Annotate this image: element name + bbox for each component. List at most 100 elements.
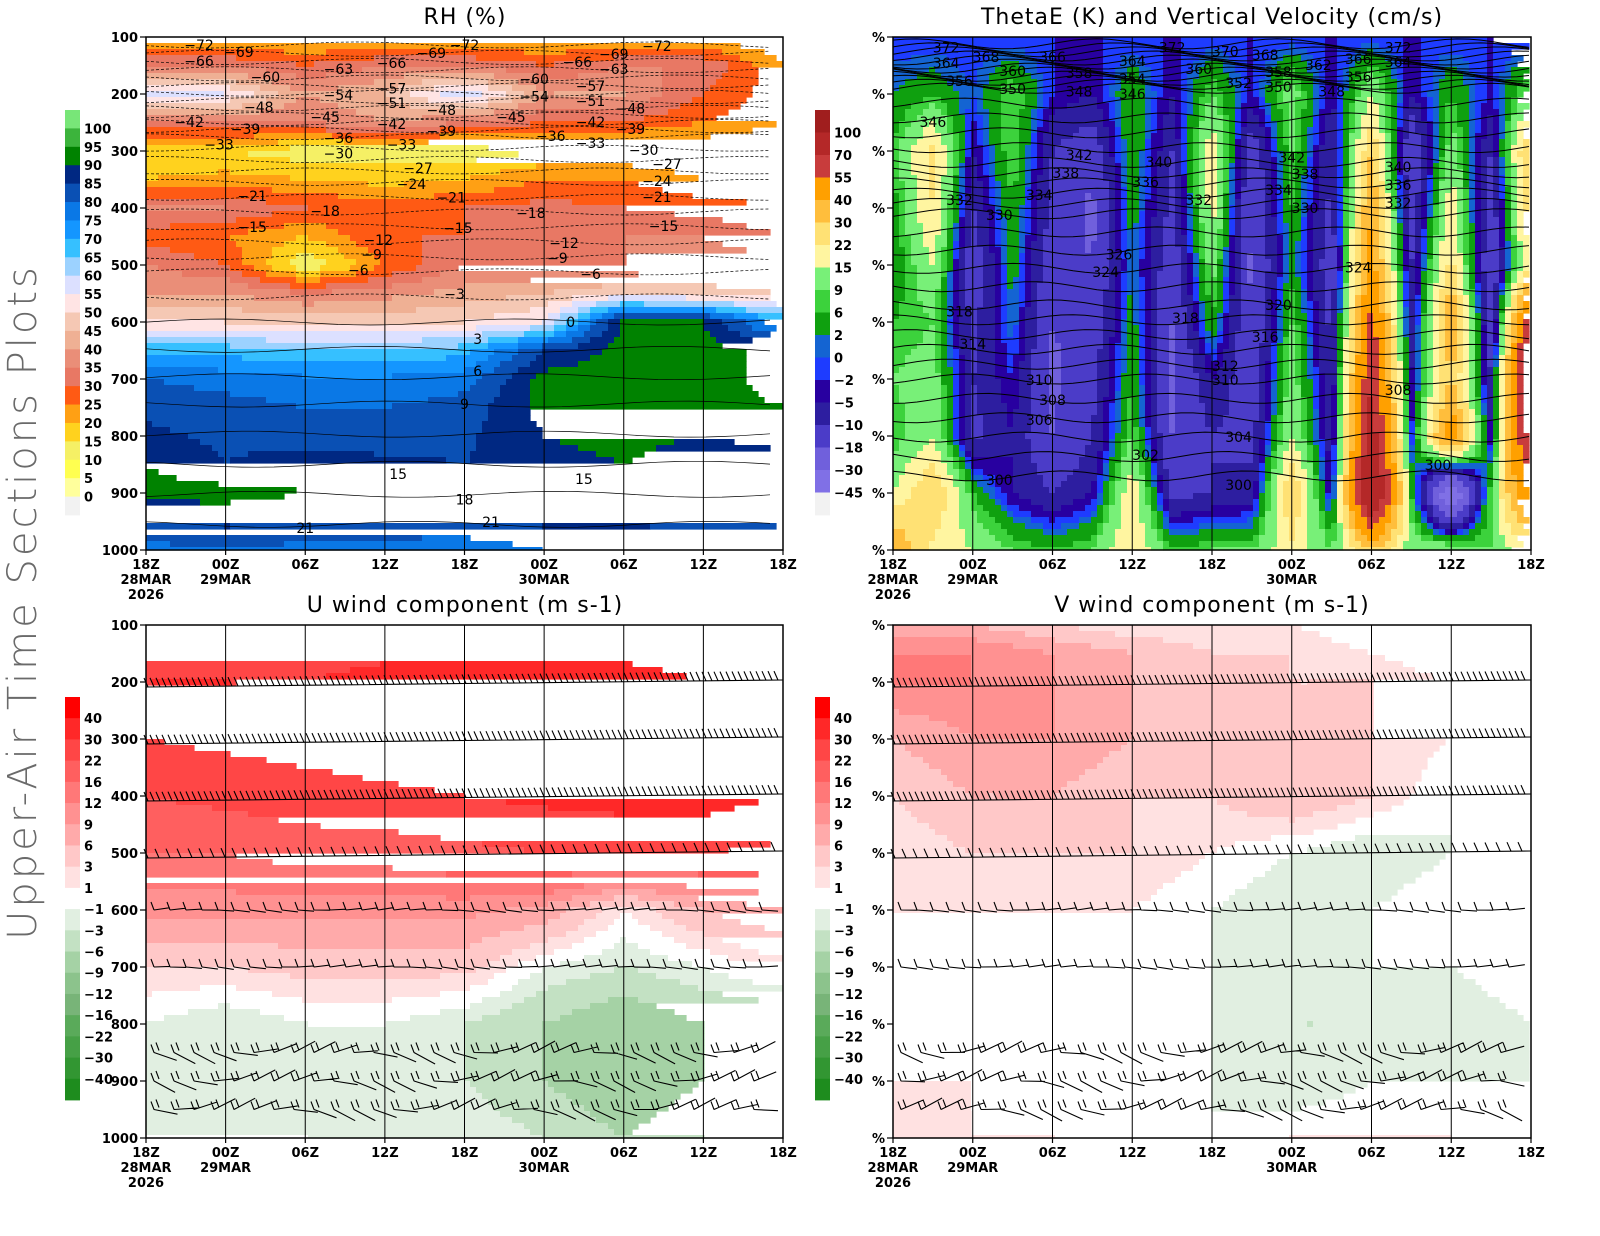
contour-band-cell (1337, 139, 1344, 146)
contour-band-cell (947, 349, 954, 356)
contour-band-cell (1199, 193, 1206, 200)
contour-band-cell (1019, 337, 1026, 344)
contour-band-cell (1283, 421, 1302, 428)
contour-band-cell (1343, 391, 1350, 398)
contour-band-cell (1025, 337, 1038, 344)
contour-band-cell (1313, 73, 1320, 80)
contour-band-cell (1109, 103, 1116, 110)
y-tick-label: 600 (111, 316, 138, 331)
contour-band-cell (1397, 241, 1404, 248)
contour-band-cell (482, 421, 537, 428)
contour-band-cell (971, 307, 978, 314)
contour-band-cell (1415, 271, 1422, 278)
contour-band-cell (440, 133, 711, 140)
contour-band-cell (905, 283, 918, 290)
contour-band-cell (1349, 259, 1356, 266)
contour-band-cell (1499, 337, 1506, 344)
contour-band-cell (1187, 187, 1194, 194)
contour-band-cell (1493, 355, 1500, 362)
contour-band-cell (1127, 211, 1140, 218)
contour-band-cell (1199, 271, 1206, 278)
contour-band-cell (1037, 325, 1104, 332)
contour-band-cell (1145, 349, 1152, 356)
contour-band-cell (971, 79, 978, 86)
contour-band-cell (1115, 391, 1122, 398)
contour-band-cell (1379, 229, 1386, 236)
contour-band-cell (1037, 181, 1050, 188)
contour-band-cell (1499, 361, 1506, 368)
contour-band-cell (218, 259, 243, 266)
contour-band-cell (1223, 115, 1230, 122)
contour-band-cell (977, 223, 990, 230)
contour-band-cell (905, 127, 924, 134)
contour-band-cell (1037, 133, 1044, 140)
contour-band-cell (911, 151, 930, 158)
contour-band-cell (1499, 157, 1506, 164)
contour-band-cell (1001, 109, 1020, 116)
contour-band-cell (308, 235, 351, 242)
contour-band-cell (1271, 331, 1278, 338)
contour-band-cell (1319, 403, 1326, 410)
contour-band-cell (1199, 181, 1206, 188)
contour-band-cell (1499, 193, 1506, 200)
contour-band-cell (1169, 175, 1176, 182)
contour-band-cell (1397, 373, 1404, 380)
contour-band-cell (1397, 271, 1404, 278)
contour-band-cell (989, 133, 1002, 140)
contour-band-cell (1487, 403, 1494, 410)
contour-band-cell (1463, 283, 1470, 290)
contour-band-cell (1301, 337, 1308, 344)
contour-band-cell (1235, 259, 1242, 266)
contour-band-cell (1439, 211, 1446, 218)
contour-band-cell (1181, 283, 1188, 290)
contour-band-cell (1001, 319, 1008, 326)
contour-band-cell (1325, 67, 1338, 74)
contour-band-cell (1511, 139, 1518, 146)
contour-band-cell (1121, 277, 1128, 284)
contour-band-cell (1271, 355, 1278, 362)
contour-band-cell (1463, 391, 1470, 398)
contour-band-cell (1355, 283, 1362, 290)
contour-band-cell (1493, 313, 1500, 320)
contour-band-cell (1343, 121, 1350, 128)
contour-band-cell (1517, 103, 1530, 110)
contour-band-cell (1031, 277, 1044, 284)
contour-band-cell (1025, 253, 1032, 260)
contour-band-cell (1307, 235, 1314, 242)
contour-band-cell (1169, 385, 1176, 392)
contour-band-cell (1307, 301, 1314, 308)
contour-band-cell (1151, 247, 1164, 254)
contour-band-cell (1439, 91, 1470, 98)
contour-band-cell (1385, 217, 1392, 224)
contour-band-cell (977, 241, 990, 248)
contour-band-cell (1391, 157, 1398, 164)
contour-band-cell (146, 397, 267, 404)
contour-band-cell (1253, 421, 1266, 428)
contour-band-cell (1121, 295, 1128, 302)
contour-band-cell (1469, 265, 1476, 272)
contour-band-cell (1307, 169, 1314, 176)
contour-band-cell (1151, 337, 1158, 344)
contour-band-cell (254, 295, 393, 302)
contour-band-cell (1193, 319, 1200, 326)
contour-band-cell (1511, 133, 1518, 140)
contour-label: 15 (575, 472, 593, 488)
contour-band-cell (965, 235, 972, 242)
contour-band-cell (1247, 67, 1254, 74)
contour-band-cell (1427, 223, 1434, 230)
contour-band-cell (1523, 199, 1530, 206)
contour-band-cell (1499, 235, 1506, 242)
contour-band-cell (1247, 259, 1254, 266)
contour-band-cell (1505, 181, 1512, 188)
contour-band-cell (1193, 97, 1200, 104)
contour-band-cell (1361, 85, 1380, 92)
contour-band-cell (1487, 361, 1494, 368)
contour-band-cell (1481, 355, 1488, 362)
contour-band-cell (947, 241, 954, 248)
contour-band-cell (941, 349, 948, 356)
contour-band-cell (194, 253, 243, 260)
contour-band-cell (590, 355, 747, 362)
contour-band-cell (1037, 235, 1044, 242)
contour-band-cell (1499, 409, 1506, 416)
contour-band-cell (1391, 421, 1398, 428)
